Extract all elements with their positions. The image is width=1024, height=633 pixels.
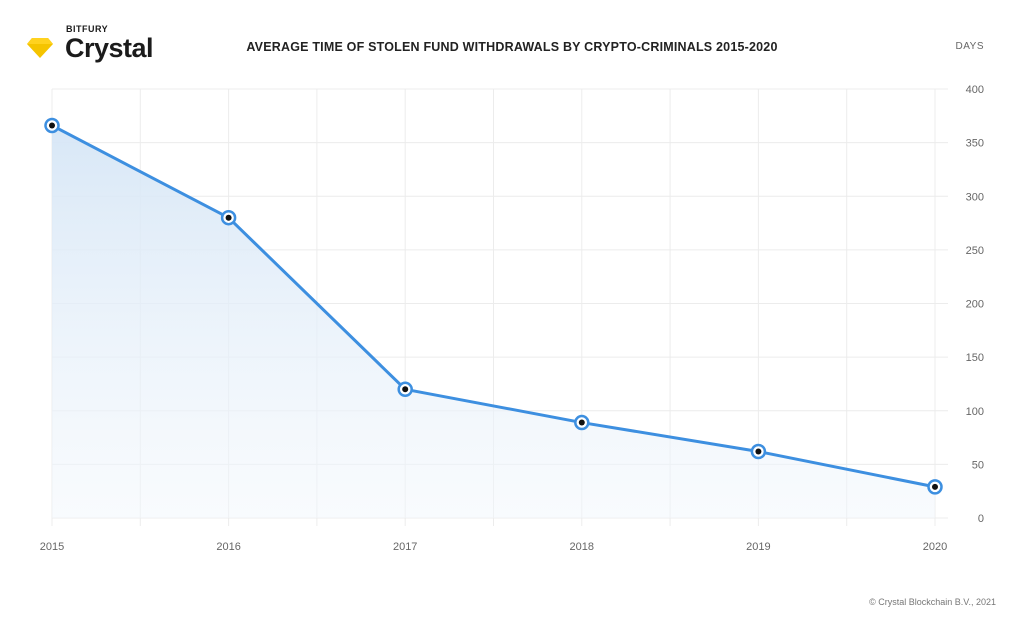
data-point-2017 (397, 381, 413, 398)
y-tick-label-350: 350 (966, 138, 984, 150)
x-tick-label-2018: 2018 (570, 541, 594, 553)
data-point-2016 (220, 209, 237, 226)
chart-title: AVERAGE TIME OF STOLEN FUND WITHDRAWALS … (246, 40, 778, 54)
series-line (50, 123, 937, 489)
y-tick-labels: 0 50 100 150 200 250 300 350 400 (966, 84, 984, 525)
diamond-icon (27, 38, 53, 58)
data-points (44, 117, 943, 495)
copyright: © Crystal Blockchain B.V., 2021 (869, 597, 996, 607)
y-tick-label-200: 200 (966, 299, 984, 311)
x-tick-labels: 2015 2016 2017 2018 2019 2020 (40, 541, 947, 553)
y-tick-label-150: 150 (966, 352, 984, 364)
data-point-2015 (44, 117, 60, 134)
y-tick-label-300: 300 (966, 191, 984, 203)
y-unit-label: DAYS (955, 41, 984, 52)
x-tick-label-2020: 2020 (923, 541, 947, 553)
data-point-2020 (927, 479, 943, 495)
y-tick-label-0: 0 (978, 513, 984, 525)
x-tick-label-2017: 2017 (393, 541, 417, 553)
x-tick-label-2015: 2015 (40, 541, 64, 553)
x-tick-label-2016: 2016 (216, 541, 240, 553)
data-point-2019 (750, 443, 767, 460)
y-tick-label-400: 400 (966, 84, 984, 96)
brand-name: Crystal (65, 33, 154, 63)
data-point-2018 (574, 414, 590, 431)
y-tick-label-250: 250 (966, 245, 984, 257)
brand-super: BITFURY (66, 24, 109, 34)
brand-logo: BITFURY Crystal (26, 24, 166, 68)
x-tick-label-2019: 2019 (746, 541, 770, 553)
y-tick-label-100: 100 (966, 406, 984, 418)
y-tick-label-50: 50 (972, 459, 984, 471)
area-fill (52, 125, 935, 518)
